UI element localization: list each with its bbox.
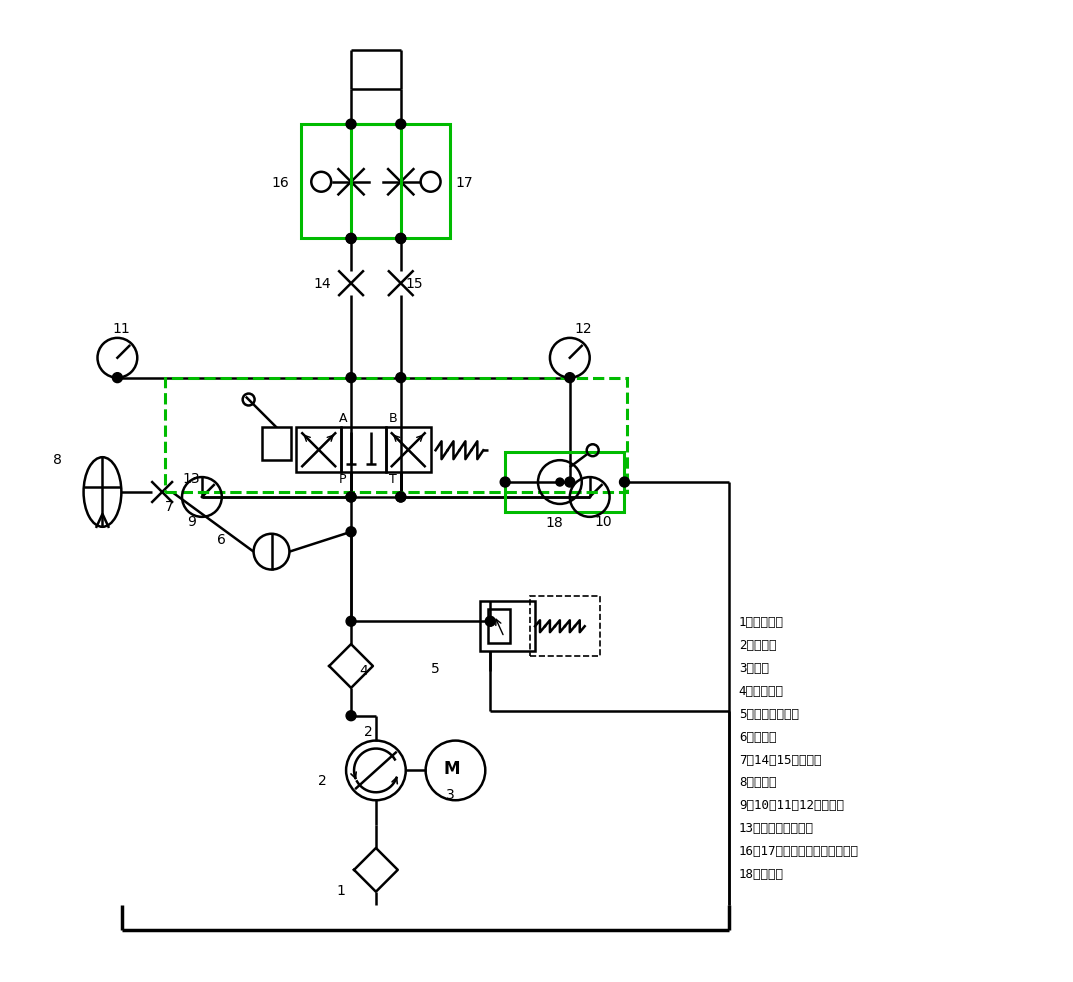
Bar [488, 609, 510, 643]
Circle shape [556, 478, 563, 486]
Bar [505, 453, 624, 512]
Text: 13: 13 [182, 472, 200, 486]
Bar [296, 427, 341, 472]
Circle shape [619, 477, 630, 487]
Text: 3：电机: 3：电机 [739, 662, 769, 675]
Text: T: T [388, 473, 397, 486]
Text: 11: 11 [113, 322, 130, 336]
Text: 5：先导式溢流阀: 5：先导式溢流阀 [739, 708, 799, 721]
Bar [351, 124, 451, 239]
Text: 9: 9 [187, 515, 196, 528]
Text: 2: 2 [319, 775, 327, 789]
Text: 18: 18 [545, 516, 562, 529]
Circle shape [347, 373, 356, 383]
Text: M: M [443, 760, 460, 779]
Circle shape [347, 234, 356, 244]
Text: 7: 7 [165, 500, 174, 514]
Circle shape [347, 617, 356, 627]
Text: 10: 10 [594, 515, 613, 528]
Circle shape [113, 373, 122, 383]
Circle shape [347, 119, 356, 129]
Circle shape [396, 234, 406, 244]
Text: 16: 16 [271, 176, 290, 190]
Text: 3: 3 [445, 789, 454, 802]
Circle shape [347, 526, 356, 537]
Text: 14: 14 [313, 277, 330, 291]
Text: P: P [339, 473, 347, 486]
Text: 1：粗过滤器: 1：粗过滤器 [739, 617, 784, 629]
Text: 13：被试手动换向鄀: 13：被试手动换向鄀 [739, 822, 813, 835]
Text: 8：蓄能器: 8：蓄能器 [739, 777, 777, 790]
Text: 2：液压泵: 2：液压泵 [739, 639, 777, 652]
Text: 2: 2 [364, 725, 372, 738]
Bar [386, 427, 430, 472]
Circle shape [396, 492, 406, 502]
Text: 6: 6 [217, 532, 225, 547]
Text: 9、10、11、12：压力表: 9、10、11、12：压力表 [739, 799, 843, 812]
Circle shape [485, 617, 496, 627]
Bar [341, 427, 386, 472]
Text: 4：精过滤器: 4：精过滤器 [739, 684, 784, 698]
Bar [481, 601, 535, 651]
Text: 5: 5 [430, 662, 439, 676]
Text: A: A [339, 412, 348, 425]
Circle shape [347, 492, 356, 502]
Text: 6：流量计: 6：流量计 [739, 731, 777, 743]
Text: 1: 1 [336, 884, 346, 898]
Circle shape [396, 373, 406, 383]
Text: 15: 15 [406, 277, 424, 291]
Text: 8: 8 [53, 453, 61, 467]
Circle shape [500, 477, 510, 487]
Circle shape [347, 711, 356, 721]
Text: 17: 17 [455, 176, 473, 190]
Text: B: B [388, 412, 397, 425]
Text: 7、14、15：截止鄀: 7、14、15：截止鄀 [739, 753, 821, 767]
Text: 16、17：单向节流鄀（调速鄀）: 16、17：单向节流鄀（调速鄀） [739, 845, 858, 858]
Bar [165, 378, 628, 492]
Circle shape [396, 119, 406, 129]
Circle shape [564, 477, 575, 487]
Circle shape [396, 492, 406, 502]
Text: 18：流量计: 18：流量计 [739, 868, 784, 881]
Circle shape [347, 234, 356, 244]
Bar [302, 124, 401, 239]
Circle shape [396, 234, 406, 244]
Circle shape [564, 373, 575, 383]
Bar [262, 427, 292, 461]
Bar [530, 596, 600, 656]
Text: 4: 4 [359, 664, 368, 678]
Text: 12: 12 [575, 322, 592, 336]
Circle shape [347, 492, 356, 502]
